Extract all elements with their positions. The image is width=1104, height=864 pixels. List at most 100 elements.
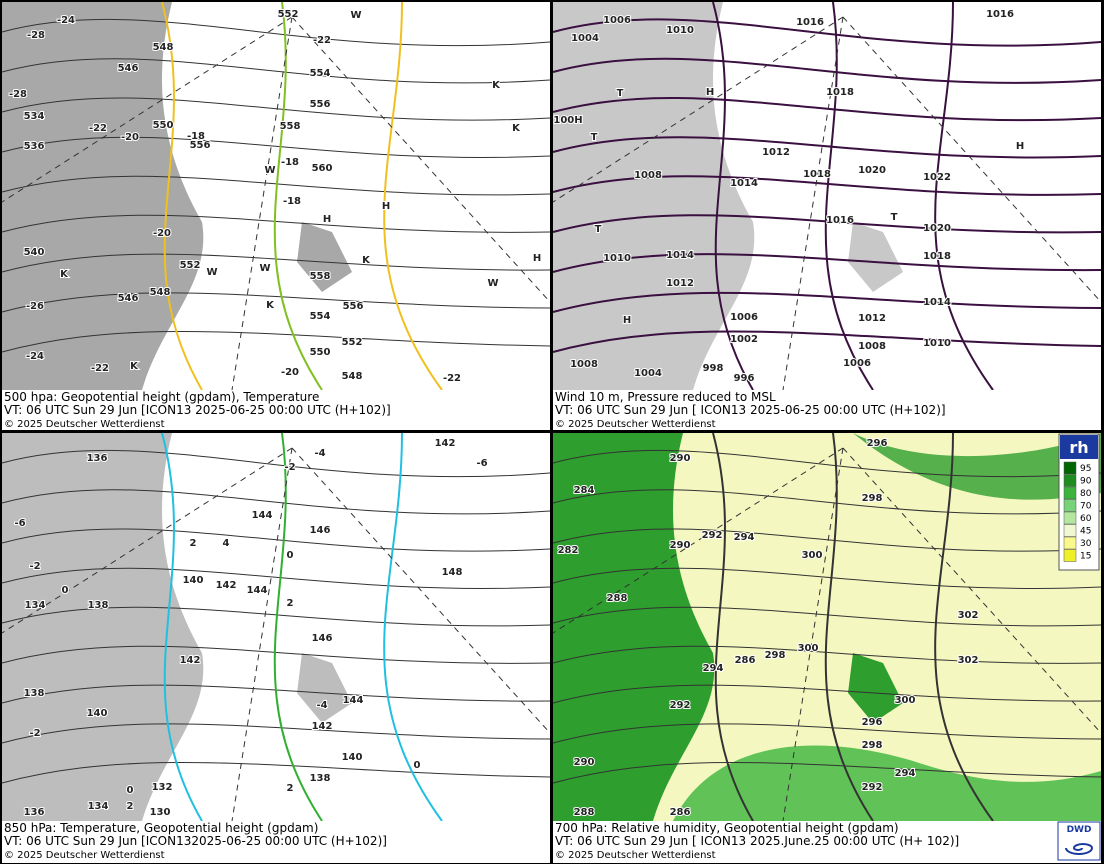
contour-label: 1004 [634,368,662,379]
legend-swatch [1063,524,1077,537]
caption-box [2,390,550,430]
contour [552,761,1102,784]
contour [552,291,1102,313]
contour-label: 284 [574,485,595,496]
legend-swatch [1063,486,1077,500]
contour-label: 296 [867,438,888,449]
contour [1,97,551,121]
legend-swatch [1063,474,1077,487]
contour [552,723,1102,744]
contour-label: -28 [27,30,45,41]
contour-label: 558 [310,271,331,282]
caption-copyright: © 2025 Deutscher Wetterdienst [555,850,716,861]
contour-label: 288 [574,807,595,818]
contour-label: 1004 [571,33,599,44]
contour [712,432,754,822]
contour-label: 292 [702,530,723,541]
contour-labels: 552 548 546 550 554 556 558 560 556 552 548 546 554 5… [8,8,542,385]
contour-label: -28 [9,89,27,100]
contour-label: 550 [310,347,331,358]
contour-label: -4 [314,448,325,459]
contour-label: 142 [216,580,237,591]
contour-label: 142 [435,438,456,449]
contour [552,253,1102,273]
legend-swatch [1063,549,1077,562]
contour [161,432,203,822]
contour [712,1,754,391]
contour [1,175,551,196]
contour-label: -4 [316,700,327,711]
land [297,222,352,292]
contour-label: 552 [342,337,363,348]
contour [552,606,1102,627]
caption-copyright: © 2025 Deutscher Wetterdienst [4,419,165,430]
contour-label: 300 [895,695,916,706]
contour [1,330,551,353]
contour-label: W [350,10,361,21]
contour-label: -20 [121,132,139,143]
contour [1,253,551,273]
contour-label: H [323,214,331,225]
contour-label: 548 [150,287,171,298]
contour [1,292,551,313]
caption-box [553,390,1101,430]
land [848,222,903,292]
contour-label: 0 [414,760,421,771]
contour-label: -26 [26,301,44,312]
legend-level: 95 [1080,464,1091,474]
contour-label: 1014 [666,250,694,261]
contour-label: 1010 [603,253,631,264]
contour-label: 556 [310,99,331,110]
contour-label: K [362,255,371,266]
contour [1,58,551,84]
legend-swatch [1063,536,1077,550]
contour-label: 1016 [986,9,1014,20]
contour-label: 142 [180,655,201,666]
contour-label: T [595,224,602,235]
logo-text: DWD [1067,825,1092,835]
contour-label: 996 [734,373,755,384]
contour-label: 138 [310,773,331,784]
contour-label: 548 [342,371,363,382]
caption-box [553,821,1101,863]
contour-label: 296 [862,717,883,728]
contour-label: 286 [670,807,691,818]
contour [273,432,323,822]
contour-label: 1002 [730,334,758,345]
contour-label: 548 [153,42,174,53]
contour-label: 130 [150,807,171,818]
legend-level: 90 [1080,477,1092,487]
legend-swatch [1063,499,1077,512]
contour-label: 2 [127,801,134,812]
caption-title: 500 hpa: Geopotential height (gpdam), Te… [4,390,319,404]
contour-label: 300 [802,550,823,561]
contour-label: 1006 [603,15,631,26]
contour-label: K [60,269,69,280]
contour-label: 4 [223,538,230,549]
contour [1,761,551,784]
contour-label: -18 [281,157,299,168]
contour [1,723,551,744]
contour-label: 546 [118,63,139,74]
contour [934,432,994,822]
contour-label: -2 [284,462,295,473]
contour-label: W [259,263,270,274]
contour-label: -6 [14,518,25,529]
legend-header [1060,435,1098,459]
contour-label: 554 [310,311,331,322]
humidity-area [673,745,1101,821]
contour-label: H [623,315,631,326]
contour-label: 144 [247,585,268,596]
contour-label: 1008 [858,341,886,352]
contour-label: W [264,165,275,176]
legend-level: 30 [1080,539,1092,549]
contour-label: T [591,132,598,143]
contour-label: K [266,300,275,311]
contour-label: 298 [862,493,883,504]
contour-label: 554 [310,68,331,79]
legend-swatch [1063,511,1077,525]
meridian [1,447,551,822]
contour [1,567,551,589]
contour-label: 1022 [923,172,951,183]
contour-label: 1020 [858,165,886,176]
